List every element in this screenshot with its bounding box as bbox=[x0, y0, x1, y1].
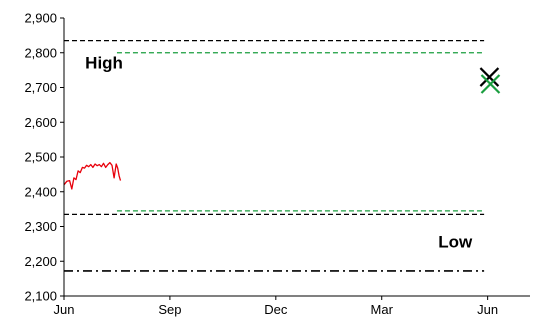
marker-stroke bbox=[479, 67, 500, 87]
y-tick-label: 2,400 bbox=[24, 184, 57, 199]
axes: 2,100 2,200 2,300 2,400 2,500 2,600 2,700 2,800… bbox=[24, 11, 530, 317]
y-tick-label: 2,100 bbox=[24, 289, 57, 304]
marker-green-x bbox=[480, 74, 501, 94]
x-tick-label: Jun bbox=[54, 302, 75, 317]
y-tick-label: 2,600 bbox=[24, 115, 57, 130]
y-tick-label: 2,500 bbox=[24, 150, 57, 165]
markers-group bbox=[479, 67, 501, 94]
price-series-line bbox=[63, 161, 122, 190]
marker-black-x bbox=[479, 67, 500, 87]
y-tick-label: 2,900 bbox=[24, 11, 57, 26]
y-tick-label: 2,800 bbox=[24, 45, 57, 60]
reference-lines bbox=[64, 39, 485, 272]
x-tick-label: Dec bbox=[264, 302, 288, 317]
annotations: High Low bbox=[85, 53, 473, 251]
x-tick-label: Sep bbox=[158, 302, 181, 317]
price-series-group bbox=[63, 161, 122, 190]
x-tick-label: Mar bbox=[371, 302, 394, 317]
y-tick-label: 2,200 bbox=[24, 254, 57, 269]
y-tick-label: 2,700 bbox=[24, 80, 57, 95]
x-tick-label: Jun bbox=[477, 302, 498, 317]
annotation-low: Low bbox=[438, 232, 473, 251]
marker-stroke bbox=[480, 74, 501, 94]
y-tick-label: 2,300 bbox=[24, 219, 57, 234]
annotation-high: High bbox=[85, 53, 123, 72]
